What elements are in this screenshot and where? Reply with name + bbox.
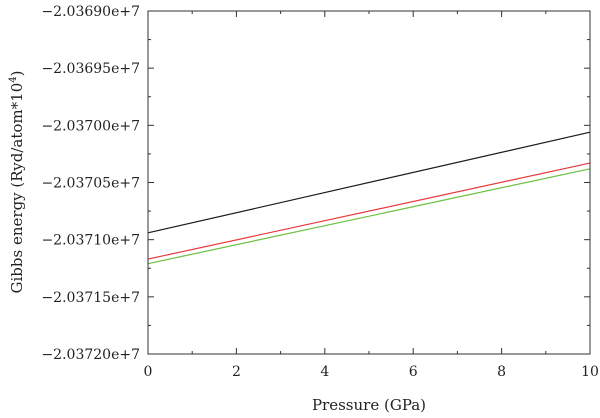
x-tick-label: 2 (232, 364, 241, 380)
x-tick-label: 10 (581, 364, 599, 380)
y-tick-label: −2.03700e+7 (41, 118, 140, 134)
y-axis-title-close: ) (8, 71, 26, 77)
x-axis: 0 2 4 6 8 10 (144, 11, 599, 380)
y-axis: −2.03690e+7 −2.03695e+7 −2.03700e+7 −2.0370… (41, 4, 590, 363)
y-axis-title-superscript: 4 (8, 76, 19, 82)
x-axis-title: Pressure (GPa) (312, 396, 426, 414)
y-tick-label: −2.03695e+7 (41, 61, 140, 77)
series-line-2 (147, 162, 591, 260)
series-layer (147, 131, 591, 265)
x-tick-label: 6 (409, 364, 418, 380)
y-tick-label: −2.03710e+7 (41, 233, 140, 249)
x-tick-label: 8 (497, 364, 506, 380)
y-tick-label: −2.03705e+7 (41, 176, 140, 192)
y-tick-label: −2.03690e+7 (41, 4, 140, 20)
series-line-3 (147, 168, 591, 265)
series-line-1 (147, 131, 591, 234)
x-tick-label: 4 (320, 364, 329, 380)
y-tick-label: −2.03720e+7 (41, 347, 140, 363)
x-tick-label: 0 (144, 364, 153, 380)
y-axis-title-main: Gibbs energy (Ryd/atom*10 (8, 83, 26, 294)
y-tick-label: −2.03715e+7 (41, 290, 140, 306)
y-axis-title: Gibbs energy (Ryd/atom*104) (8, 71, 26, 294)
